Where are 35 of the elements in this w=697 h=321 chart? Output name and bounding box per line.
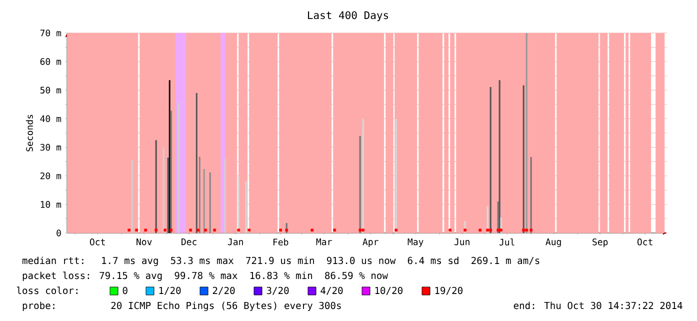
x-tick-label: Nov — [136, 238, 152, 246]
x-tick-label: Oct — [637, 238, 652, 246]
x-tick-label: Jun — [454, 238, 470, 246]
text: end: Thu Oct 30 14:37:22 2014 — [514, 302, 682, 310]
x-tick-label: Oct — [90, 238, 105, 246]
legend-label: 1/20 — [159, 286, 181, 295]
y-tick-label: 20 m — [40, 172, 62, 180]
x-tick-label: Mar — [316, 238, 332, 246]
legend-label: 0 — [122, 286, 128, 294]
x-tick-label: Sep — [592, 238, 608, 248]
x-tick-label: Jul — [499, 238, 514, 246]
legend-label: 3/20 — [266, 286, 289, 295]
text: probe: 20 ICMP Echo Pings (56 Bytes) every 300s — [22, 302, 341, 312]
legend-label: 10/20 — [375, 286, 402, 295]
legend-label: 19/20 — [435, 286, 462, 295]
y-tick-label: 60 m — [40, 58, 62, 65]
text: packet loss: 79.15 % avg 99.78 % max 16.83 % min 86.59 % now — [22, 272, 388, 282]
legend-title: loss color: — [16, 286, 78, 294]
text: median rtt: 1.7 ms avg 53.3 ms max 721.9 us min 913.0 us now 6.4 ms sd 269.1 m am/s — [22, 256, 540, 266]
legend-label: 2/20 — [212, 286, 235, 295]
x-tick-label: Apr — [362, 238, 378, 247]
y-tick-label: 40 m — [40, 115, 62, 122]
x-tick-label: Aug — [546, 238, 561, 248]
x-tick-label: May — [408, 238, 424, 247]
y-tick-label: 30 m — [40, 144, 62, 151]
x-tick-label: Feb — [273, 238, 288, 246]
x-tick-label: Dec — [182, 238, 196, 246]
y-tick-label: 70 m — [40, 30, 62, 36]
y-axis-title: Seconds — [26, 114, 33, 152]
x-tick-label: Jan — [228, 238, 243, 246]
legend-label: 4/20 — [320, 286, 343, 295]
y-tick-label: 50 m — [40, 86, 62, 94]
y-tick-label: 0 — [56, 230, 61, 236]
chart-title: Last 400 Days — [308, 11, 388, 22]
y-tick-label: 10 m — [40, 201, 62, 208]
